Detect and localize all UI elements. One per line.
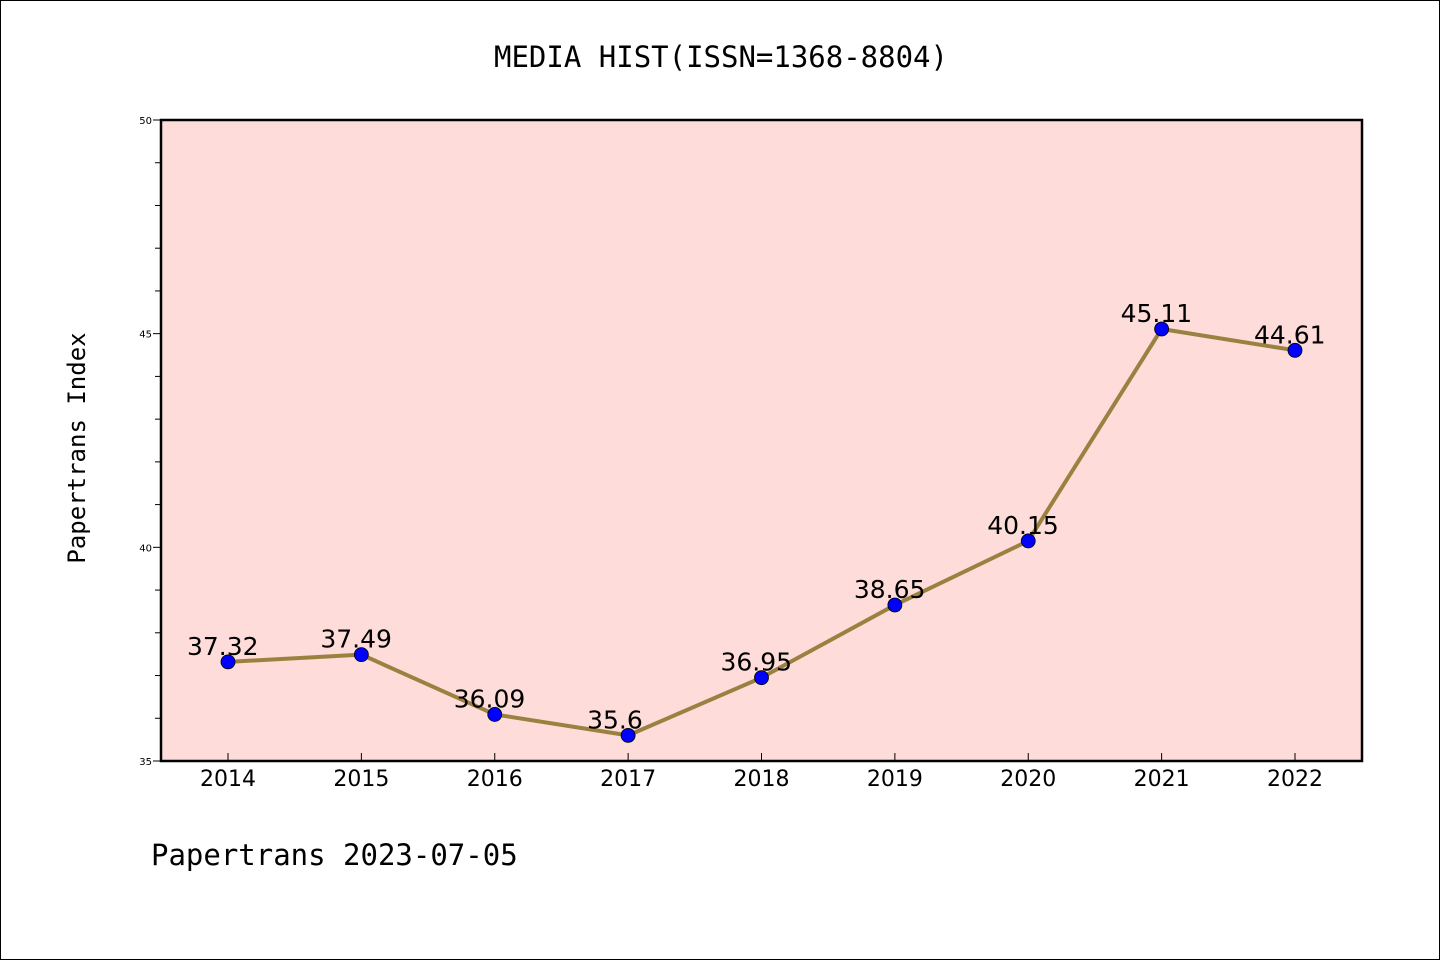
- data-labels: 37.32 37.49 36.09 35.6 36.95 38.65 40.15 45.11 4…: [187, 299, 1326, 734]
- x-tick-label: 2018: [734, 767, 790, 792]
- chart-title: MEDIA HIST(ISSN=1368-8804): [494, 40, 948, 74]
- data-label: 44.61: [1254, 320, 1326, 349]
- data-point-marker: [487, 707, 503, 722]
- data-point-marker: [353, 647, 369, 662]
- data-label: 37.49: [320, 625, 392, 654]
- x-tick-label: 2022: [1267, 767, 1323, 792]
- data-point-marker: [1020, 533, 1036, 549]
- data-point-marker: [1287, 342, 1303, 358]
- y-tick-label: 45: [139, 330, 152, 341]
- x-tick-label: 2019: [867, 767, 923, 792]
- data-label: 36.95: [721, 648, 793, 677]
- x-axis: 2014 2015 2016 2017 2018 2019 2020 2021 2022: [200, 753, 1323, 792]
- data-point-marker: [754, 670, 769, 686]
- data-point-marker: [620, 727, 636, 743]
- data-label: 37.32: [187, 632, 259, 661]
- y-axis: 35 40 45 50: [139, 116, 161, 768]
- y-tick-label: 50: [139, 116, 152, 127]
- x-tick-label: 2017: [600, 767, 656, 792]
- data-label: 35.6: [587, 705, 643, 734]
- data-label: 45.11: [1121, 299, 1193, 328]
- x-tick-label: 2021: [1134, 767, 1190, 792]
- data-label: 36.09: [454, 684, 526, 713]
- x-tick-label: 2016: [467, 767, 523, 792]
- data-point-marker: [220, 654, 236, 670]
- x-tick-label: 2014: [200, 767, 256, 792]
- footer-credit: Papertrans 2023-07-05: [151, 838, 518, 872]
- data-point-marker: [887, 597, 903, 613]
- x-tick-label: 2015: [333, 767, 389, 792]
- data-label: 40.15: [987, 511, 1059, 540]
- x-tick-label: 2020: [1000, 767, 1056, 792]
- series: [220, 321, 1303, 743]
- data-label: 38.65: [854, 575, 926, 604]
- data-point-marker: [1154, 321, 1170, 337]
- y-axis-label: Papertrans Index: [63, 332, 91, 563]
- y-tick-label: 40: [139, 543, 152, 554]
- y-tick-label: 35: [139, 757, 152, 768]
